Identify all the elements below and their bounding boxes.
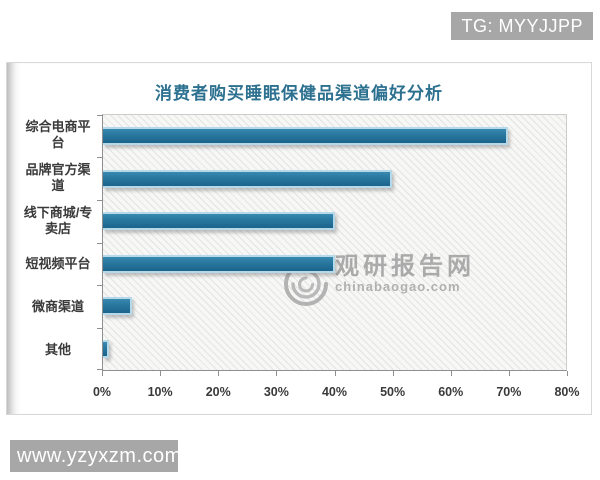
chart-title: 消费者购买睡眠保健品渠道偏好分析 (155, 84, 443, 103)
x-axis-tick-label: 70% (496, 385, 522, 399)
y-axis-label: 微商渠道 (31, 298, 84, 314)
bar-1pct (103, 339, 109, 358)
x-axis-tick (276, 371, 278, 376)
x-axis-tick-label: 80% (554, 385, 580, 399)
y-axis-tick (97, 157, 103, 159)
y-axis-label: 线下商城/专 卖店 (23, 205, 93, 237)
bar-row (103, 243, 566, 286)
x-axis-tick-label: 0% (92, 385, 112, 399)
y-axis-label: 品牌官方渠 道 (25, 162, 91, 194)
y-axis-tick (97, 327, 103, 329)
x-axis-tick (334, 371, 336, 376)
x-axis-tick (392, 371, 394, 376)
y-axis-labels: 综合电商平 台品牌官方渠 道线下商城/专 卖店短视频平台微商渠道其他 (15, 114, 101, 371)
x-axis-tick (450, 371, 452, 376)
bar-row (103, 115, 566, 158)
y-axis-tick (97, 199, 103, 201)
plot-area: 观研报告网 chinabaogao.com (97, 114, 567, 371)
x-axis-tick (567, 371, 568, 376)
y-axis-label: 短视频平台 (25, 255, 91, 271)
bar-40pct (103, 254, 335, 273)
bar-70pct (103, 127, 509, 146)
chart-card: 消费者购买睡眠保健品渠道偏好分析 综合电商平 台品牌官方渠 道线下商城/专 卖店… (6, 62, 592, 415)
bar-40pct (103, 212, 335, 231)
y-axis-tick (97, 242, 103, 244)
telegram-watermark-badge: TG: MYYJJPP (451, 12, 593, 40)
x-axis-tick-label: 30% (263, 385, 289, 399)
x-axis-tick-label: 10% (147, 385, 173, 399)
x-axis-tick-label: 20% (205, 385, 231, 399)
y-axis-tick (97, 369, 103, 370)
bar-50pct (103, 169, 393, 188)
bar-row (103, 200, 566, 243)
y-axis-tick (97, 284, 103, 286)
x-axis-tick-label: 50% (380, 385, 406, 399)
y-axis-tick (97, 115, 103, 116)
x-axis-tick (160, 371, 162, 376)
bar-row (103, 328, 566, 371)
bar-row (103, 285, 566, 328)
bar-row (103, 158, 566, 201)
x-axis-tick-label: 60% (438, 385, 464, 399)
website-watermark-badge: www.yzyxzm.com (10, 440, 181, 472)
y-axis-label: 其他 (44, 341, 71, 357)
x-axis-tick (218, 371, 220, 376)
x-axis: 0% 10% 20% 30% 40% 50% 60% 70% 80% (93, 371, 580, 405)
y-axis-label: 综合电商平 台 (25, 119, 91, 151)
bar-5pct (103, 297, 132, 316)
x-axis-tick-label: 40% (321, 385, 348, 399)
x-axis-tick (508, 371, 510, 376)
x-axis-tick (102, 371, 103, 376)
